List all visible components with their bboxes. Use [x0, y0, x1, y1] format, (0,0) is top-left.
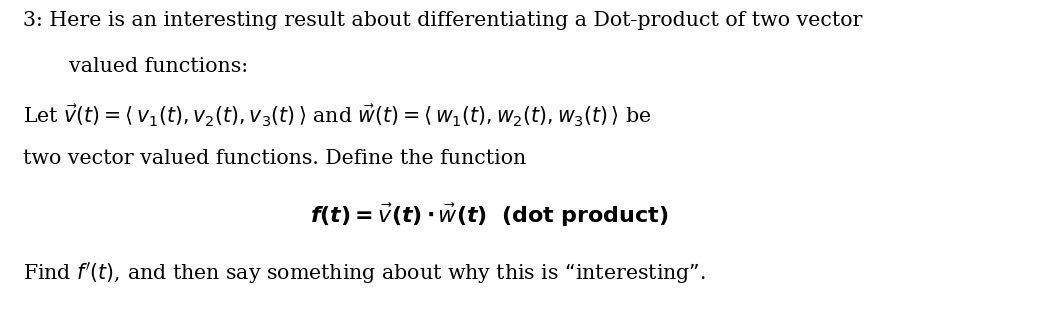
Text: $\boldsymbol{f(t) = \vec{v}(t) \cdot \vec{w}(t)}$  $\mathbf{(dot\ product)}$: $\boldsymbol{f(t) = \vec{v}(t) \cdot \ve… — [309, 202, 669, 229]
Text: Let $\vec{v}(t) = \langle\, v_1(t), v_2(t), v_3(t)\,\rangle$ and $\vec{w}(t) = \: Let $\vec{v}(t) = \langle\, v_1(t), v_2(… — [23, 102, 652, 129]
Text: 3: Here is an interesting result about differentiating a Dot-product of two vect: 3: Here is an interesting result about d… — [23, 11, 863, 30]
Text: valued functions:: valued functions: — [69, 57, 249, 76]
Text: two vector valued functions. Define the function: two vector valued functions. Define the … — [23, 149, 526, 168]
Text: Find $f'(t)$, and then say something about why this is “interesting”.: Find $f'(t)$, and then say something abo… — [23, 260, 707, 286]
